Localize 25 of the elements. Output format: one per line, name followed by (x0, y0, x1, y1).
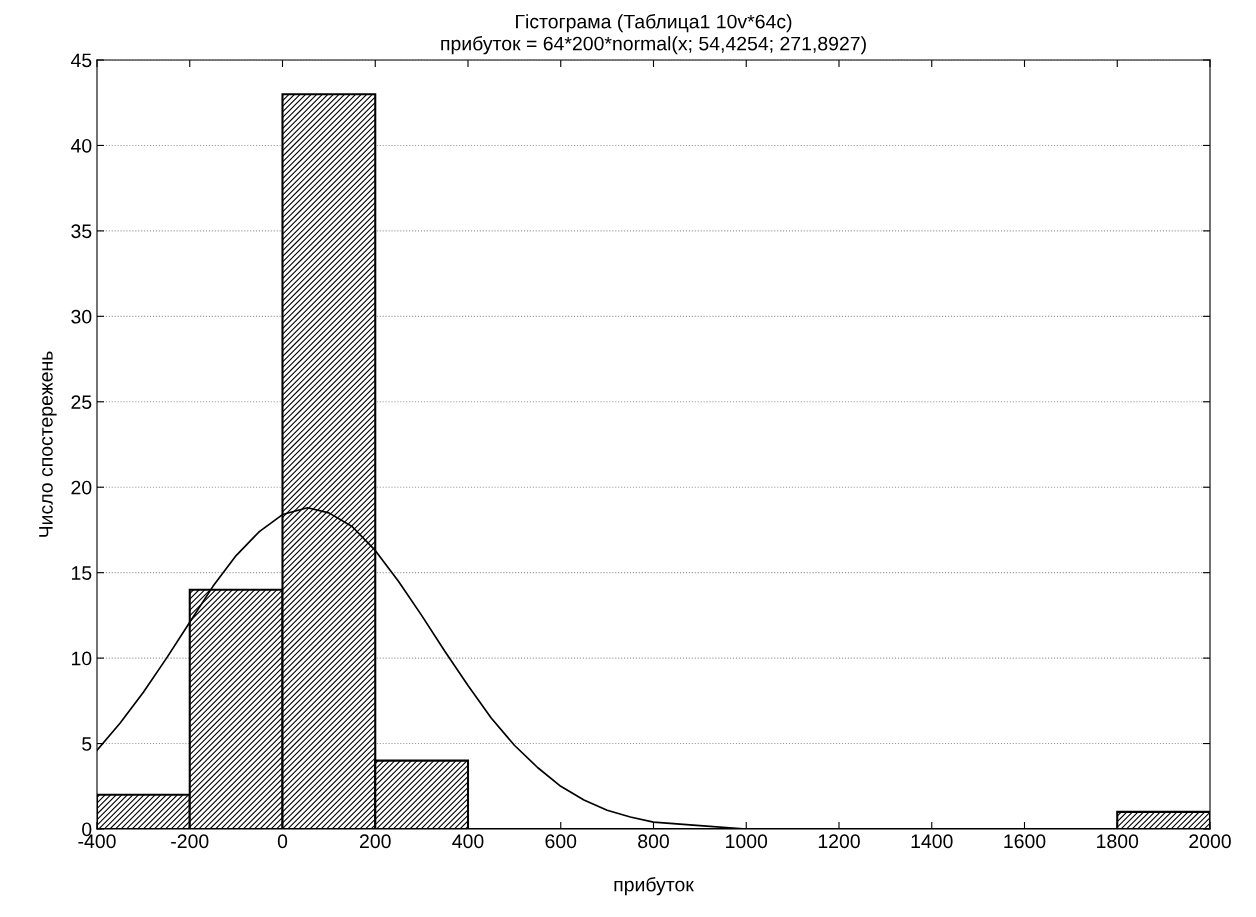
x-tick-label: 1200 (818, 834, 860, 849)
x-tick-label: 1600 (1004, 834, 1046, 849)
x-tick-label: 200 (360, 834, 391, 849)
y-tick-label: 35 (71, 224, 92, 239)
y-tick-label: 25 (71, 395, 92, 410)
x-tick-label: 1800 (1097, 834, 1139, 849)
y-tick-label: 20 (71, 480, 92, 495)
x-tick-label: 0 (277, 834, 288, 849)
x-tick-label: 400 (452, 834, 484, 849)
y-tick-label: 45 (70, 53, 92, 68)
x-tick-label: 800 (638, 834, 669, 849)
x-tick-label: 1400 (911, 834, 953, 849)
x-tick-label: 2000 (1189, 834, 1231, 849)
y-axis-title: Число спостережень (39, 351, 57, 537)
y-tick-label: 10 (72, 651, 92, 666)
y-tick-label: 30 (71, 309, 92, 324)
x-axis-title: прибуток (614, 876, 694, 896)
x-tick-label: 1000 (726, 834, 768, 849)
y-tick-label: 15 (72, 566, 92, 580)
x-tick-label: -200 (171, 834, 209, 849)
y-tick-label: 40 (70, 138, 92, 153)
y-tick-label: 5 (82, 737, 92, 751)
x-tick-label: 600 (545, 834, 577, 849)
chart-title: Гістограма (Таблица1 10v*64c) (516, 14, 792, 33)
chart-subtitle: прибуток = 64*200*normal(x; 54,4254; 271,8927) (441, 36, 866, 55)
